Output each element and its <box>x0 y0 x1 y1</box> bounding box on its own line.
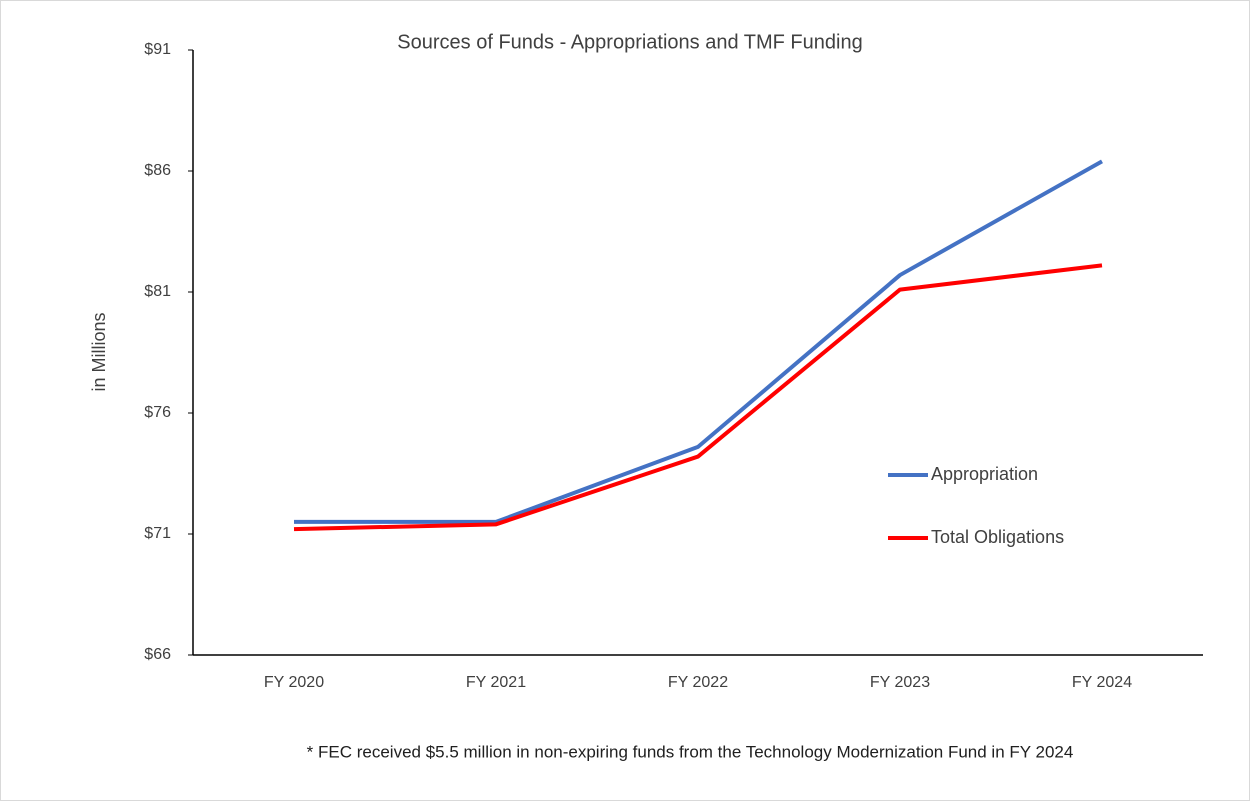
y-axis-title: in Millions <box>89 312 109 391</box>
y-tick-label: $66 <box>144 646 171 663</box>
legend-label: Total Obligations <box>931 527 1064 547</box>
x-tick-label: FY 2023 <box>870 674 930 691</box>
x-tick-label: FY 2022 <box>668 674 728 691</box>
x-tick-label: FY 2020 <box>264 674 324 691</box>
y-tick-label: $91 <box>144 41 171 58</box>
series-line <box>293 263 1103 532</box>
x-tick-label: FY 2024 <box>1072 674 1132 691</box>
series-line <box>294 159 1103 524</box>
legend-label: Appropriation <box>931 464 1038 484</box>
y-tick-label: $76 <box>144 404 171 421</box>
chart-title: Sources of Funds - Appropriations and TM… <box>397 31 862 53</box>
y-tick-label: $81 <box>144 283 171 300</box>
y-tick-label: $86 <box>144 162 171 179</box>
x-tick-label: FY 2021 <box>466 674 526 691</box>
footnote: * FEC received $5.5 million in non-expir… <box>307 742 1074 761</box>
y-tick-label: $71 <box>144 525 171 542</box>
